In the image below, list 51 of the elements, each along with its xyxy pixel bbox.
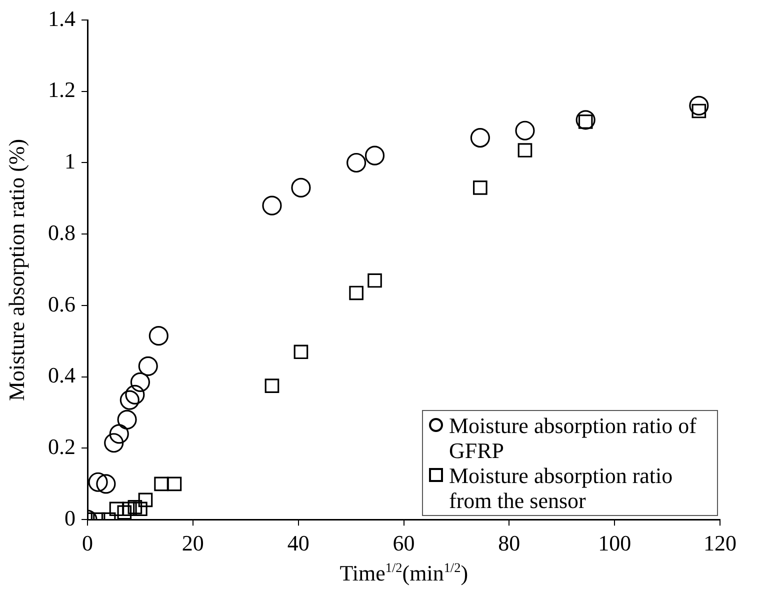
point — [515, 120, 535, 140]
legend-label: Moisture absorption ratio from the sensor — [449, 462, 674, 513]
point — [364, 146, 385, 166]
point — [294, 344, 308, 360]
point — [104, 433, 124, 453]
x-tick-label: 80 — [498, 530, 520, 556]
point — [349, 286, 364, 300]
point — [117, 410, 137, 430]
point — [470, 128, 490, 148]
point — [109, 424, 129, 444]
point — [133, 502, 148, 516]
point — [167, 476, 182, 492]
point — [291, 178, 311, 198]
point — [109, 502, 124, 516]
y-tick-label: 1.4 — [48, 6, 76, 31]
point — [264, 378, 280, 393]
y-tick-label: 1.2 — [48, 77, 76, 102]
point — [117, 505, 132, 520]
x-tick-label: 100 — [598, 530, 632, 556]
point — [138, 492, 153, 508]
point — [473, 180, 488, 195]
point — [128, 500, 142, 514]
y-tick-label: 1 — [64, 148, 76, 174]
point — [346, 152, 366, 173]
point — [96, 474, 116, 494]
x-tick-label: 20 — [182, 530, 204, 556]
y-tick-label: 0.2 — [48, 434, 76, 460]
y-tick-label: 0.8 — [48, 220, 76, 245]
y-tick-label: 0.6 — [48, 291, 76, 316]
point — [368, 273, 382, 288]
x-tick-label: 120 — [704, 530, 736, 556]
point — [88, 472, 108, 492]
point — [130, 372, 150, 392]
y-axis-title: Moisture absorption ratio (%) — [4, 138, 30, 401]
point — [120, 390, 140, 410]
x-tick-label: 0 — [82, 530, 93, 556]
x-axis-title: Time$^{1/2}$(min$^{1/2}$) — [340, 560, 468, 586]
y-tick-label: 0 — [64, 505, 76, 530]
point — [689, 96, 709, 116]
point — [148, 326, 168, 346]
point — [154, 476, 168, 492]
point — [138, 356, 158, 376]
y-tick-label: 0.4 — [48, 362, 76, 388]
x-tick-label: 60 — [392, 530, 415, 556]
point — [576, 110, 596, 130]
x-tick-label: 40 — [287, 530, 310, 556]
point — [518, 143, 532, 158]
legend-label: Moisture absorption ratio of GFRP — [449, 412, 698, 463]
point — [125, 384, 145, 404]
point — [122, 502, 137, 516]
point — [262, 196, 282, 216]
